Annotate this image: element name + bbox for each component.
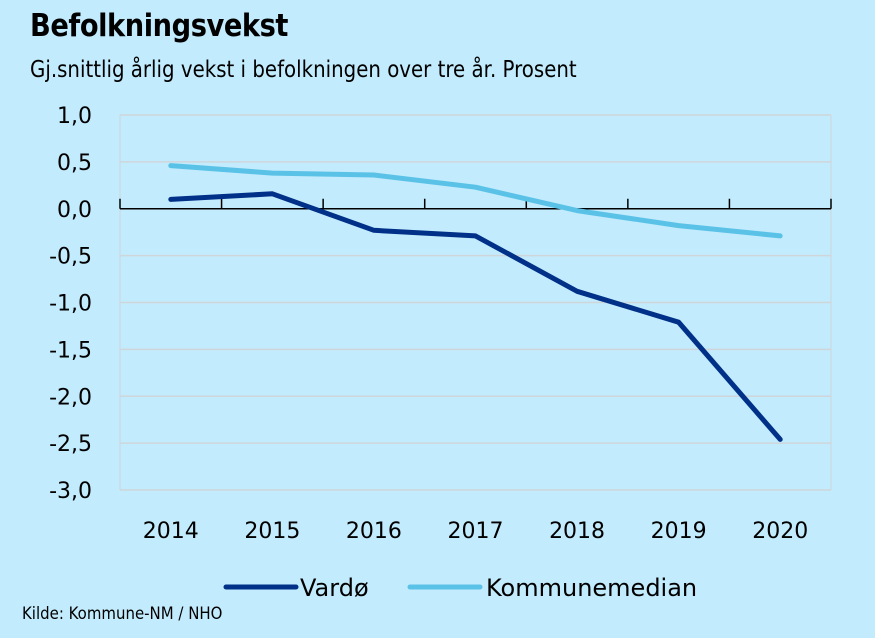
- x-axis: [119, 198, 832, 210]
- series-line-vard-: [168, 191, 783, 442]
- legend-label: Vardø: [300, 574, 369, 602]
- x-tick-label: 2014: [143, 519, 199, 544]
- y-tick-label: -3,0: [49, 479, 92, 504]
- chart-title: Befolkningsvekst: [30, 8, 289, 44]
- gridlines: [119, 114, 832, 491]
- x-tick-label: 2015: [244, 519, 300, 544]
- chart-subtitle: Gj.snittlig årlig vekst i befolkningen o…: [30, 57, 577, 83]
- y-tick-label: 1,0: [57, 104, 92, 129]
- y-tick-label: -0,5: [49, 245, 92, 270]
- y-tick-label: -2,5: [49, 432, 92, 457]
- y-tick-label: -1,5: [49, 338, 92, 363]
- x-axis-tick-labels: 2014 2015 2016 2017 2018 2019 2020: [143, 519, 808, 544]
- x-tick-label: 2020: [752, 519, 808, 544]
- y-tick-label: -2,0: [49, 385, 92, 410]
- x-tick-label: 2017: [448, 519, 504, 544]
- source-note: Kilde: Kommune-NM / NHO: [22, 604, 223, 624]
- series-line-kommunemedian: [168, 163, 783, 239]
- y-tick-label: -1,0: [49, 292, 92, 317]
- series-lines: [168, 163, 783, 442]
- y-tick-label: 0,5: [57, 151, 92, 176]
- x-tick-label: 2019: [651, 519, 707, 544]
- legend: Vardø Kommunemedian: [223, 574, 697, 602]
- x-tick-label: 2016: [346, 519, 402, 544]
- legend-label: Kommunemedian: [486, 574, 697, 602]
- y-axis-tick-labels: 1,0 0,5 0,0 -0,5 -1,0 -1,5 -2,0 -2,5 -3,0: [49, 104, 92, 504]
- y-tick-label: 0,0: [57, 198, 92, 223]
- x-tick-label: 2018: [549, 519, 605, 544]
